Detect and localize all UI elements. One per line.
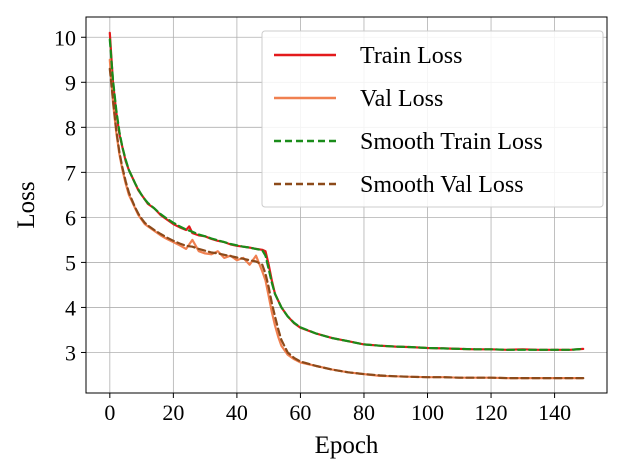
y-tick-label: 8: [65, 115, 76, 140]
x-tick-label: 20: [162, 400, 184, 425]
x-axis-title: Epoch: [315, 432, 379, 459]
legend-box: [261, 30, 604, 208]
y-axis-title: Loss: [13, 181, 40, 228]
series-lines: [108, 31, 585, 380]
legend-label: Train Loss: [360, 43, 462, 69]
series-line-smooth-train-loss: [108, 38, 585, 351]
plot-frame: [85, 16, 608, 394]
y-tick-label: 4: [65, 295, 76, 320]
x-tick-label: 100: [411, 400, 444, 425]
x-tick-label: 60: [289, 400, 311, 425]
x-tick-label: 0: [104, 400, 115, 425]
x-tick-label: 140: [538, 400, 571, 425]
x-tick-label: 120: [475, 400, 508, 425]
legend-label: Val Loss: [360, 86, 443, 112]
y-tick-label: 3: [65, 340, 76, 365]
y-tick-label: 10: [54, 25, 76, 50]
y-tick-label: 5: [65, 250, 76, 275]
legend-label: Smooth Val Loss: [360, 172, 524, 198]
x-tick-label: 40: [226, 400, 248, 425]
y-tick-label: 9: [65, 70, 76, 95]
y-tick-label: 7: [65, 160, 76, 185]
series-line-smooth-val-loss: [108, 67, 585, 380]
x-tick-label: 80: [353, 400, 375, 425]
y-tick-label: 6: [65, 205, 76, 230]
axis-ticks: 0 20 40 60 80 100 120 140 3 4 5 6 7 8 9 10: [54, 25, 571, 425]
legend: Train Loss Val Loss Smooth Train Loss Smoot…: [261, 30, 604, 208]
legend-label: Smooth Train Loss: [360, 129, 543, 155]
